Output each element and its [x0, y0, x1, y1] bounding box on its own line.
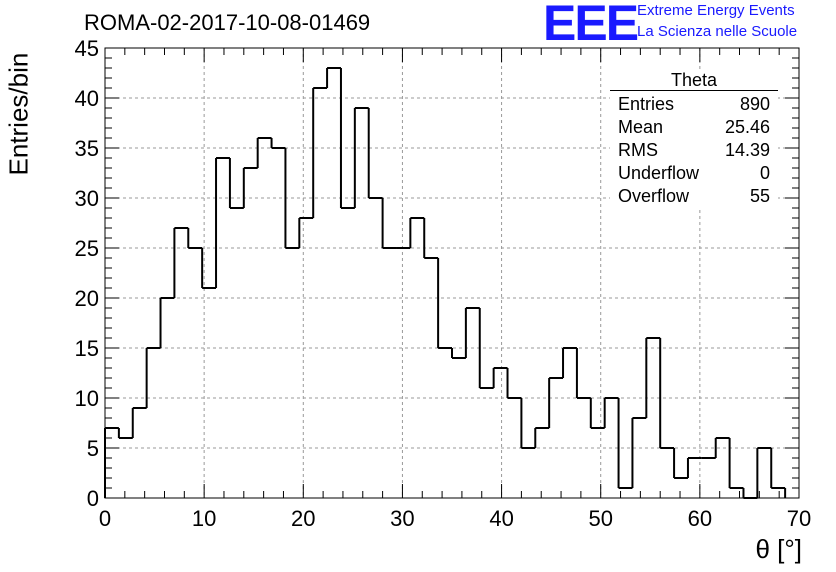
- stats-label: Underflow: [618, 163, 700, 183]
- logo-line-2: La Scienza nelle Scuole: [637, 23, 798, 40]
- stats-value: 0: [759, 163, 770, 183]
- x-tick-label: 20: [291, 506, 315, 531]
- y-tick-label: 0: [87, 486, 99, 511]
- y-axis-label: Entries/bin: [3, 52, 34, 176]
- x-tick-label: 60: [688, 506, 712, 531]
- y-tick-labels: 0 5 10 15 20 25 30 35 40 45: [75, 36, 99, 511]
- y-tick-label: 45: [75, 36, 99, 61]
- axis-ticks: [104, 47, 800, 499]
- grid-lines: [105, 48, 799, 498]
- y-tick-label: 40: [75, 86, 99, 111]
- chart-title: ROMA-02-2017-10-08-01469: [84, 10, 371, 35]
- stats-row: RMS 14.39: [610, 139, 778, 162]
- stats-label: RMS: [618, 140, 658, 160]
- x-axis-label: θ [°]: [755, 534, 802, 564]
- stats-value: 25.46: [724, 117, 770, 137]
- y-tick-label: 5: [87, 436, 99, 461]
- stats-box: Theta Entries 890 Mean 25.46 RMS 14.39 Underfl…: [610, 70, 778, 208]
- plot-frame: [104, 47, 800, 499]
- stats-value: 14.39: [724, 140, 770, 160]
- stats-value: 55: [749, 186, 770, 206]
- logo-line-1: Extreme Energy Events: [637, 2, 795, 19]
- stats-label: Mean: [618, 117, 664, 137]
- x-tick-label: 50: [588, 506, 612, 531]
- stats-label: Overflow: [618, 186, 690, 206]
- stats-separator: [610, 90, 778, 91]
- x-tick-label: 40: [489, 506, 513, 531]
- y-tick-label: 35: [75, 136, 99, 161]
- stats-value: 890: [739, 94, 770, 114]
- y-tick-label: 25: [75, 236, 99, 261]
- stats-label: Entries: [618, 94, 675, 114]
- x-tick-label: 0: [99, 506, 111, 531]
- x-tick-labels: 0 10 20 30 40 50 60 70: [99, 506, 811, 531]
- stats-row: Entries 890: [610, 93, 778, 116]
- x-tick-label: 30: [390, 506, 414, 531]
- stats-row: Overflow 55: [610, 185, 778, 208]
- x-tick-label: 70: [787, 506, 811, 531]
- y-tick-label: 10: [75, 386, 99, 411]
- x-tick-label: 10: [192, 506, 216, 531]
- y-tick-label: 30: [75, 186, 99, 211]
- y-tick-label: 20: [75, 286, 99, 311]
- eee-logo: EEE Extreme Energy Events La Scienza nel…: [543, 0, 833, 48]
- logo-letters: EEE: [543, 0, 639, 51]
- histogram-series: [104, 67, 787, 499]
- stats-row: Mean 25.46: [610, 116, 778, 139]
- stats-row: Underflow 0: [610, 162, 778, 185]
- y-tick-label: 15: [75, 336, 99, 361]
- stats-title: Theta: [670, 70, 718, 90]
